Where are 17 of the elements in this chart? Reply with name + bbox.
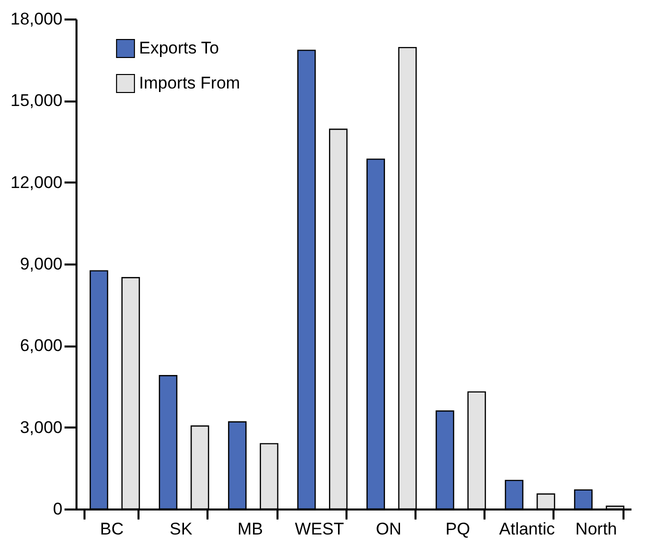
x-tick-label: SK: [170, 520, 193, 538]
x-tick-label: MB: [237, 520, 263, 538]
y-tick-label: 12,000: [10, 172, 62, 192]
y-tick-label: 15,000: [10, 91, 62, 110]
x-tick-label: BC: [100, 520, 124, 538]
x-tick-label: Atlantic: [499, 520, 556, 538]
y-tick-label: 3,000: [20, 418, 62, 437]
y-tick-label: 0: [53, 500, 62, 518]
x-tick-label: ON: [376, 520, 402, 538]
y-tick-label: 9,000: [20, 254, 62, 274]
legend-label: Imports From: [139, 74, 240, 92]
y-tick-label: 18,000: [10, 10, 62, 28]
x-tick-label: North: [575, 520, 617, 538]
legend-label: Exports To: [139, 38, 220, 58]
x-tick-label: PQ: [446, 520, 470, 538]
x-tick-label: WEST: [294, 520, 344, 538]
y-tick-label: 6,000: [20, 336, 62, 356]
